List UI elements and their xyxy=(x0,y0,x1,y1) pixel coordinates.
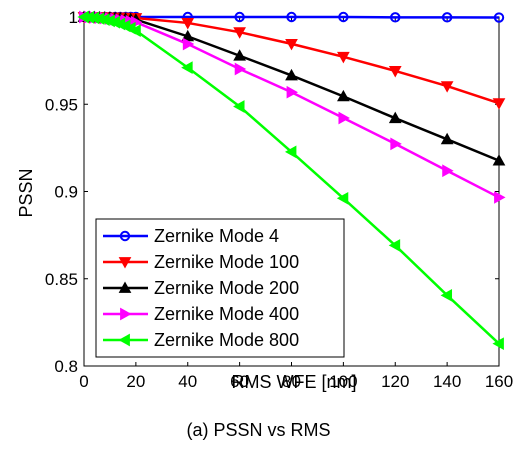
data-point xyxy=(233,49,246,61)
data-point xyxy=(440,81,454,93)
data-point xyxy=(181,18,195,30)
data-point xyxy=(181,61,193,74)
data-point xyxy=(494,191,506,204)
data-point xyxy=(182,37,195,51)
data-point xyxy=(492,337,504,351)
y-tick-label: 0.9 xyxy=(54,183,78,202)
legend-item: Zernike Mode 200 xyxy=(103,278,299,298)
data-point xyxy=(338,11,349,23)
plot-series xyxy=(77,10,506,351)
legend-label: Zernike Mode 100 xyxy=(154,252,299,272)
series-line xyxy=(84,15,500,19)
y-tick-label: 0.8 xyxy=(54,357,78,376)
x-tick-label: 100 xyxy=(329,372,357,391)
data-point xyxy=(286,11,297,23)
data-point xyxy=(492,98,506,110)
legend-item: Zernike Mode 100 xyxy=(103,252,299,272)
data-point xyxy=(440,132,454,145)
data-point xyxy=(388,111,402,124)
legend-label: Zernike Mode 400 xyxy=(154,304,299,324)
y-tick-label: 0.95 xyxy=(45,95,78,114)
legend-label: Zernike Mode 800 xyxy=(154,330,299,350)
data-point xyxy=(233,100,245,113)
legend-marker xyxy=(118,281,132,293)
x-tick-label: 60 xyxy=(230,372,249,391)
y-tick-label: 0.85 xyxy=(45,270,78,289)
x-tick-label: 160 xyxy=(485,372,513,391)
data-point xyxy=(440,288,453,302)
legend: Zernike Mode 4 Zernike Mode 100 Zernike Mo… xyxy=(95,218,345,358)
legend-label: Zernike Mode 200 xyxy=(154,278,299,298)
data-point xyxy=(285,68,298,81)
series-5 xyxy=(77,10,504,351)
data-point xyxy=(337,51,350,64)
data-point xyxy=(234,62,247,76)
y-axis-title: PSSN xyxy=(16,168,36,217)
data-point xyxy=(338,111,350,125)
x-tick-label: 40 xyxy=(178,372,197,391)
x-tick-label: 120 xyxy=(381,372,409,391)
legend-item: Zernike Mode 800 xyxy=(103,330,299,350)
data-point xyxy=(233,27,246,39)
x-tick-label: 20 xyxy=(126,372,145,391)
data-point xyxy=(285,38,298,51)
x-tick-label: 80 xyxy=(282,372,301,391)
legend-item: Zernike Mode 4 xyxy=(103,226,279,246)
legend-marker xyxy=(120,307,132,321)
legend-marker xyxy=(118,333,130,347)
data-point xyxy=(284,145,297,159)
y-tick-label: 1 xyxy=(69,8,78,27)
x-tick-label: 140 xyxy=(433,372,461,391)
data-point xyxy=(390,12,401,23)
data-point xyxy=(129,24,141,37)
data-point xyxy=(234,11,245,23)
data-point xyxy=(388,239,401,252)
data-point xyxy=(337,89,350,102)
legend-marker xyxy=(119,230,131,242)
data-point xyxy=(493,12,505,23)
data-point xyxy=(336,191,349,205)
legend-marker xyxy=(118,257,132,269)
data-point xyxy=(441,12,453,23)
data-point xyxy=(388,66,402,78)
data-point xyxy=(390,137,402,151)
data-point xyxy=(442,164,454,178)
legend-item: Zernike Mode 400 xyxy=(103,304,299,324)
data-point xyxy=(286,85,299,99)
x-tick-label: 0 xyxy=(79,372,88,391)
x-axis-title: RMS WFE [nm] xyxy=(232,372,357,392)
legend-label: Zernike Mode 4 xyxy=(154,226,279,246)
figure-caption: (a) PSSN vs RMS xyxy=(186,420,331,440)
data-point xyxy=(492,154,506,166)
